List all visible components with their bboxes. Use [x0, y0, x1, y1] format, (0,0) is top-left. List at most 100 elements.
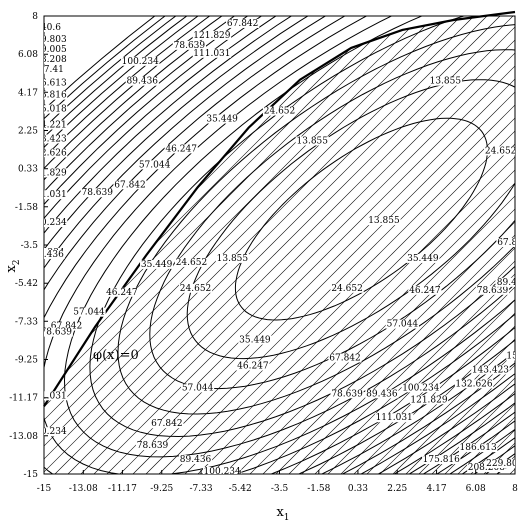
contour-label-bg [401, 383, 440, 393]
contour-label-bg [367, 216, 401, 226]
hatch-line [44, 16, 462, 474]
contour-label-bg [44, 427, 68, 437]
contour-label-bg [44, 391, 68, 401]
y-axis-ticks: -15 -13.08 -11.17 -9.25 -7.33 -5.42 -3.5 -1.58 0… [9, 12, 48, 480]
contour-label: 111.031 [376, 413, 413, 423]
y-tick-label: -3.5 [21, 241, 39, 251]
y-tick-label: -15 [24, 470, 39, 480]
x-tick-label: -3.5 [271, 484, 289, 494]
contour-label: 67.842 [151, 419, 183, 429]
x-tick-label: 2.25 [387, 484, 407, 494]
contour-label: 67.842 [51, 322, 83, 332]
contour-label: 89.436 [366, 389, 398, 399]
contour-label-bg [484, 146, 515, 156]
contour-label: 132.626 [179, 5, 216, 15]
contour-label-bg [44, 168, 68, 178]
contour-label-bg [226, 18, 260, 28]
x-tick-label: -5.42 [229, 484, 252, 494]
x-tick-label: 4.17 [427, 484, 447, 494]
contour-label-bg [180, 383, 215, 393]
contour-label: 67.842 [329, 353, 361, 363]
contour-label: 57.044 [182, 383, 214, 393]
contour-label-bg [44, 190, 68, 200]
contour-label: 186.613 [460, 443, 497, 453]
hatch-line [223, 16, 515, 474]
contour-label: 78.639 [41, 328, 73, 338]
y-tick-label: 2.25 [18, 127, 38, 137]
y-tick-label: -13.08 [9, 432, 38, 442]
hatch-line [184, 16, 515, 474]
hatch-line [158, 16, 515, 474]
contour-label-bg [164, 144, 198, 154]
y-tick-label: 8 [32, 12, 38, 22]
y-tick-label: 6.08 [18, 50, 38, 60]
contour-label-bg [506, 351, 515, 361]
contour-label-bg [408, 285, 442, 295]
contour-label-bg [374, 413, 414, 423]
contour-label-bg [44, 54, 68, 64]
contour-line [149, 49, 515, 390]
contour-label: 186.613 [29, 79, 66, 89]
contour-label-bg [44, 44, 68, 54]
contour-label: 46.247 [409, 286, 441, 296]
y-tick-label: 0.33 [18, 165, 38, 175]
hatch-line [197, 16, 515, 474]
contour-label-bg [49, 321, 84, 331]
hatch-line [44, 16, 501, 474]
contour-label: 154 [506, 352, 523, 362]
x-tick-label: -13.08 [69, 484, 98, 494]
contour-label: 24.652 [264, 107, 296, 117]
contour-label: 132.626 [29, 148, 66, 158]
contour-label: 78.639 [477, 286, 509, 296]
contour-label-bg [72, 307, 106, 317]
hatch-line [210, 16, 515, 474]
contour-label: 175.816 [423, 455, 460, 465]
y-axis-label: x2 [4, 259, 22, 272]
contour-label: 13.855 [368, 216, 400, 226]
contour-label-bg [178, 283, 213, 293]
constraint-label: φ(x)=0 [93, 348, 139, 363]
hatch-line [418, 16, 515, 474]
contour-label-bg [295, 136, 329, 146]
hatch-line [236, 16, 515, 474]
contour-label: 175.816 [29, 91, 66, 101]
contour-label: 35.449 [407, 254, 439, 264]
contour-label-bg [44, 218, 68, 228]
y-tick-label: -9.25 [15, 356, 38, 366]
hatch-line [171, 16, 515, 474]
contour-label-bg [121, 56, 160, 66]
contour-label-bg [140, 259, 174, 269]
hatch-line [0, 16, 19, 474]
contour-label-bg [490, 485, 525, 494]
contour-label: 46.247 [106, 288, 138, 298]
contour-label: 57.044 [139, 160, 171, 170]
contour-label: 100.234 [29, 218, 66, 228]
hatch-line [0, 16, 6, 474]
hatch-line [327, 16, 515, 474]
contour-label: 100.234 [204, 467, 241, 477]
contour-label: 67.842 [497, 238, 525, 248]
contour-label: 251.397 [490, 485, 525, 495]
contour-label: 219.005 [29, 45, 66, 55]
contour-label: 13.855 [297, 136, 329, 146]
contour-label-bg [496, 238, 515, 247]
contour-label-bg [44, 148, 68, 158]
contour-label: 89.436 [127, 77, 159, 87]
contour-label: 229.803 [29, 35, 66, 45]
hatch-line [431, 16, 515, 474]
hatch-line [145, 16, 515, 474]
contour-label: 46.247 [237, 361, 269, 371]
x-tick-label: -11.17 [108, 484, 137, 494]
contour-label-bg [44, 78, 68, 88]
contour-label-bg [192, 30, 232, 40]
contour-label: 121.829 [29, 168, 66, 178]
y-tick-label: -5.42 [15, 279, 38, 289]
contour-label-bg [236, 361, 270, 371]
contour-label-bg [385, 319, 419, 329]
contour-label: 229.803 [486, 459, 523, 469]
contour-label-bg [330, 389, 364, 399]
contour-label: 57.044 [73, 308, 105, 318]
x-tick-label: 8 [512, 484, 518, 494]
contour-line [44, 16, 515, 474]
